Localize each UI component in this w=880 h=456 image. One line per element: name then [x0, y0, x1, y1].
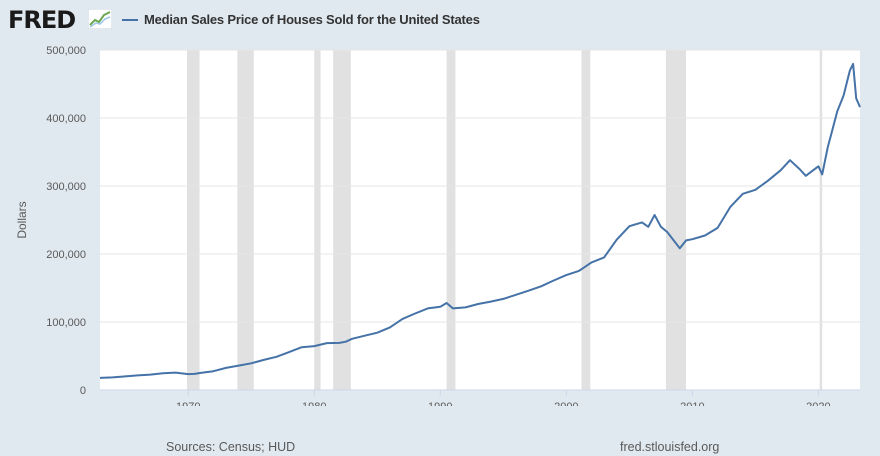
site-link[interactable]: fred.stlouisfed.org [620, 440, 720, 454]
line-chart: 0 100,000 200,000 300,000 400,000 500,000 1970… [15, 45, 861, 406]
recession-band [237, 50, 254, 390]
y-tick-label: 200,000 [46, 249, 86, 261]
x-tick-label: 1970 [176, 401, 200, 406]
x-tick-label: 2000 [554, 401, 578, 406]
series-line [99, 62, 861, 379]
chart-legend: Median Sales Price of Houses Sold for th… [122, 12, 480, 27]
legend-series-label: Median Sales Price of Houses Sold for th… [144, 12, 480, 27]
chart-header: FRED Median Sales Price of Houses Sold f… [0, 0, 880, 40]
x-tick-label: 2020 [806, 401, 830, 406]
recession-band [333, 50, 351, 390]
y-tick-label: 500,000 [46, 45, 86, 57]
recession-band [819, 50, 823, 390]
y-tick-label: 300,000 [46, 181, 86, 193]
recession-band [446, 50, 456, 390]
recession-band [665, 50, 687, 390]
y-tick-label: 100,000 [46, 317, 86, 329]
plot-area [100, 50, 860, 390]
legend-series-swatch [122, 18, 138, 21]
recession-band [581, 50, 591, 390]
source-text: Sources: Census; HUD [166, 440, 296, 454]
y-axis-label: Dollars [15, 201, 29, 238]
recession-band [314, 50, 321, 390]
x-tick-label: 2010 [680, 401, 704, 406]
y-tick-label: 400,000 [46, 113, 86, 125]
x-tick-label: 1990 [428, 401, 452, 406]
y-tick-label: 0 [80, 385, 86, 397]
chart-graph-icon [88, 9, 112, 29]
fred-logo[interactable]: FRED [8, 6, 76, 34]
recession-band [186, 50, 200, 390]
x-tick-label: 1980 [302, 401, 326, 406]
